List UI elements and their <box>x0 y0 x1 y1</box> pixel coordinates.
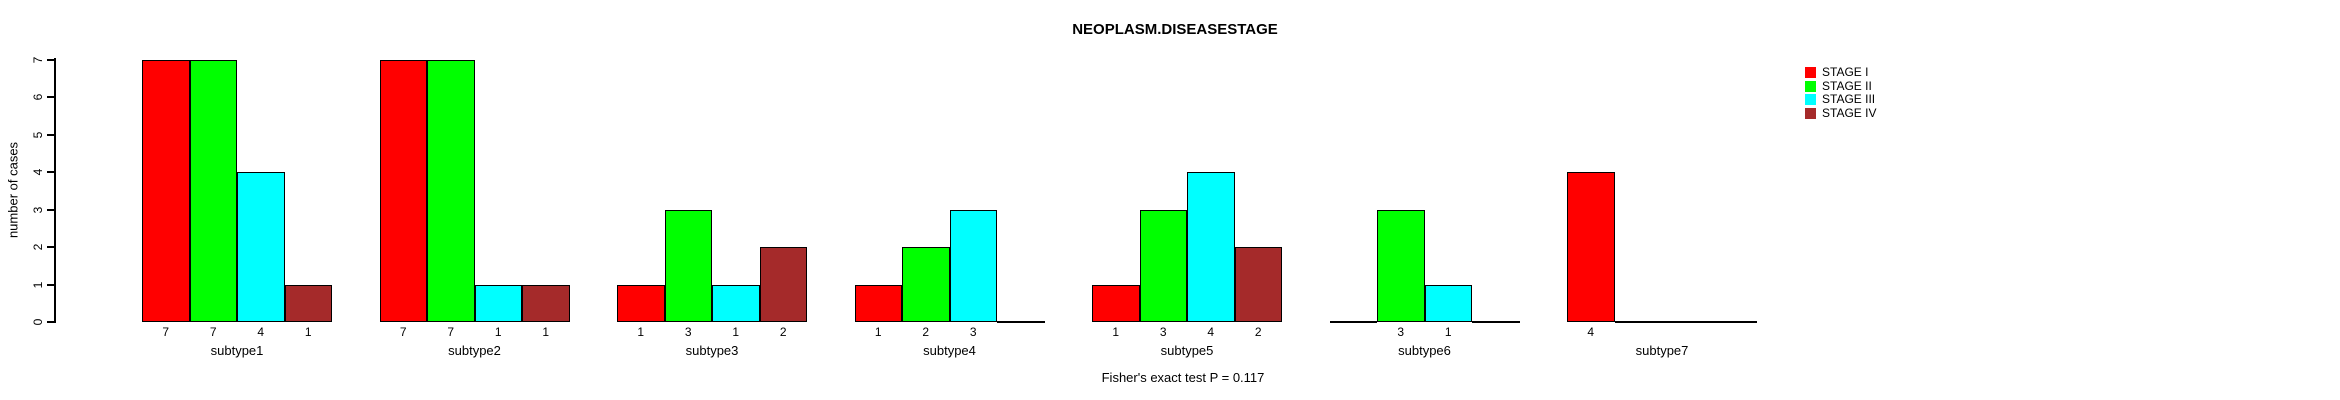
y-axis-tick <box>47 283 54 286</box>
zero-bar-baseline <box>1709 321 1757 323</box>
x-category-label: subtype6 <box>1398 343 1451 358</box>
bar-value-label: 2 <box>922 325 930 339</box>
bar-value-label: 4 <box>1207 325 1215 339</box>
bar-value-label: 4 <box>257 325 265 339</box>
y-axis-tick <box>47 171 54 173</box>
x-category-label: subtype3 <box>685 343 739 358</box>
bar-value-label: 7 <box>399 325 407 339</box>
bar <box>427 59 475 322</box>
y-axis-tick <box>47 96 54 98</box>
bar-value-label: 1 <box>542 325 550 339</box>
bar <box>712 284 760 322</box>
bar <box>284 284 332 322</box>
bar-value-label: 7 <box>162 325 170 339</box>
subtitle-fisher-test: Fisher's exact test P = 0.117 <box>1101 370 1265 385</box>
y-tick-label: 5 <box>31 131 45 138</box>
y-tick-label: 3 <box>31 206 45 213</box>
bar <box>1092 284 1140 322</box>
x-category-label: subtype1 <box>210 343 264 358</box>
zero-bar-baseline <box>1662 321 1710 323</box>
bar <box>949 209 997 322</box>
bar <box>1234 247 1282 322</box>
y-tick-label: 6 <box>31 93 45 101</box>
bar <box>379 59 427 322</box>
bar-value-label: 7 <box>209 325 217 339</box>
y-tick-label: 2 <box>31 243 45 251</box>
bar-value-label: 3 <box>684 325 692 339</box>
bar-value-label: 1 <box>1112 325 1120 339</box>
bar <box>902 247 950 322</box>
y-tick-label: 7 <box>31 56 45 63</box>
zero-bar-baseline <box>1614 321 1662 323</box>
zero-bar-baseline <box>1472 321 1520 323</box>
bar-value-label: 4 <box>1587 325 1595 339</box>
y-axis-line <box>54 58 56 323</box>
bar <box>1187 172 1235 322</box>
bar-value-label: 1 <box>1444 325 1452 339</box>
zero-bar-baseline <box>1329 321 1377 323</box>
zero-bar-baseline <box>997 321 1045 323</box>
bar-value-label: 1 <box>304 325 312 339</box>
bar <box>759 247 807 322</box>
bar <box>522 284 570 322</box>
bar-value-label: 1 <box>874 325 882 339</box>
x-category-label: subtype4 <box>923 343 976 358</box>
y-tick-label: 4 <box>31 168 45 176</box>
bar <box>237 172 285 322</box>
y-axis-tick <box>47 58 54 61</box>
x-category-label: subtype2 <box>448 343 501 358</box>
bar-value-label: 3 <box>969 325 977 339</box>
y-axis-tick <box>47 133 54 136</box>
bar <box>1424 284 1472 322</box>
bar <box>142 59 190 322</box>
bar-value-label: 3 <box>1159 325 1167 339</box>
bar <box>617 284 665 322</box>
y-axis-tick <box>47 208 54 211</box>
bar-value-label: 7 <box>447 325 455 339</box>
bar-value-label: 3 <box>1397 325 1405 339</box>
x-category-label: subtype7 <box>1635 343 1689 358</box>
chart-title: NEOPLASM.DISEASESTAGE <box>1072 21 1278 38</box>
y-tick-label: 1 <box>31 281 45 288</box>
bar-value-label: 1 <box>494 325 502 339</box>
bar <box>1377 209 1425 322</box>
y-axis-tick <box>47 246 54 248</box>
bar <box>854 284 902 322</box>
bar <box>189 59 237 322</box>
y-tick-label: 0 <box>31 318 45 326</box>
bar-value-label: 1 <box>732 325 740 339</box>
bar-value-label: 1 <box>637 325 645 339</box>
bar <box>1567 172 1615 322</box>
y-axis-tick <box>47 321 54 323</box>
bar <box>474 284 522 322</box>
bar <box>1139 209 1187 322</box>
bar-value-label: 2 <box>779 325 787 339</box>
bar <box>664 209 712 322</box>
bar-value-label: 2 <box>1254 325 1262 339</box>
x-category-label: subtype5 <box>1160 343 1214 358</box>
